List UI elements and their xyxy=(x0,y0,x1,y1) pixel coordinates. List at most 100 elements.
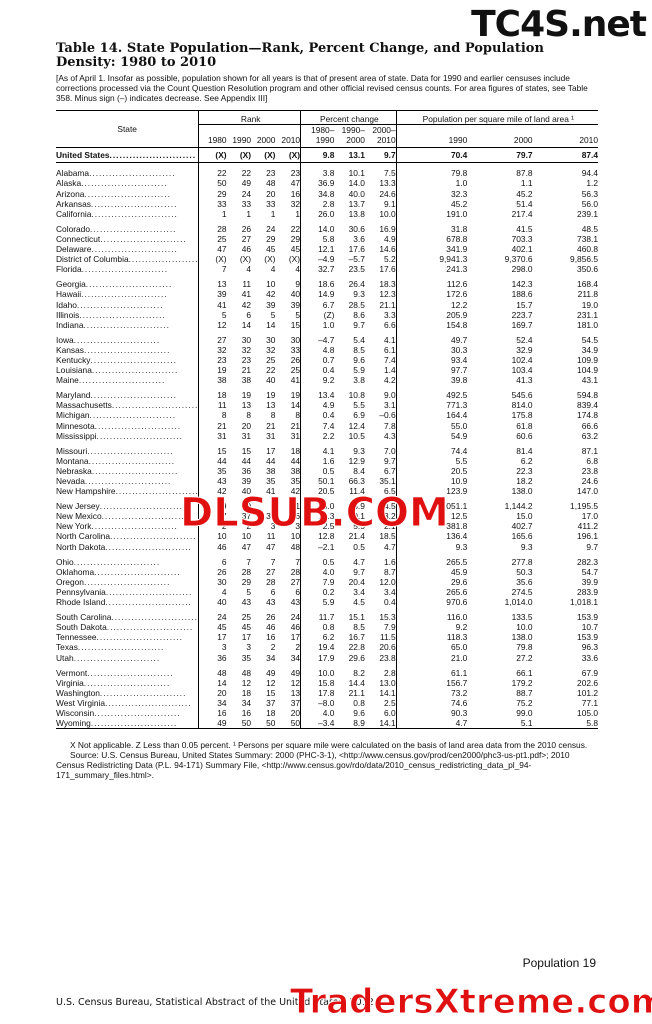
state-label: Colorado .......................... xyxy=(56,224,198,234)
value-cell: 99.0 xyxy=(516,707,533,718)
row: Alabama .......................... 22 22 23… xyxy=(56,168,598,179)
spacer xyxy=(56,662,598,668)
value-cell: (X) xyxy=(251,147,276,164)
value-cell: 0.8 xyxy=(300,622,335,633)
value-cell: 142.3 xyxy=(511,279,533,290)
value-cell: 39.9 xyxy=(581,576,598,587)
value-cell: 381.8 xyxy=(395,521,468,532)
state-label: Louisiana .......................... xyxy=(56,365,198,375)
state-name: Alabama xyxy=(56,168,90,179)
value-cell: 4.9 xyxy=(383,233,396,244)
value-cell: 49 xyxy=(266,667,276,678)
value-cell: 31 xyxy=(266,430,276,441)
value-cell: 341.9 xyxy=(395,244,468,255)
value-cell: 15.7 xyxy=(516,299,533,310)
state-name: Nevada xyxy=(56,476,85,486)
value-cell: 7.9 xyxy=(383,622,396,633)
value-cell: 14 xyxy=(266,319,276,330)
value-cell: 11.7 xyxy=(300,612,335,623)
value-cell: 6.0 xyxy=(383,707,396,718)
state-cell: Utah .......................... xyxy=(56,653,199,663)
state-name: Connecticut xyxy=(56,233,101,244)
value-cell: 9,941.3 xyxy=(395,254,468,265)
state-cell: Washington .......................... xyxy=(56,688,199,698)
value-cell: 34 xyxy=(198,697,227,708)
leader-dots: .......................... xyxy=(77,642,165,653)
row: Colorado .......................... 28 26 2… xyxy=(56,223,598,234)
state-name: Utah xyxy=(56,652,74,663)
row: Pennsylvania .......................... 4… xyxy=(56,586,598,598)
value-cell: 70.4 xyxy=(395,147,468,164)
value-cell: 2.2 xyxy=(300,430,335,441)
state-name: Kentucky xyxy=(56,354,91,365)
value-cell: 5.8 xyxy=(300,233,335,245)
state-name: Texas xyxy=(56,642,78,653)
value-cell: 36.9 xyxy=(300,178,335,189)
state-label: New Mexico .......................... xyxy=(56,511,198,521)
value-cell: 35 xyxy=(198,465,227,476)
spacer xyxy=(56,440,598,446)
value-cell: 13.3 xyxy=(379,178,396,189)
value-cell: 9.7 xyxy=(353,566,365,577)
spacer-cell xyxy=(198,496,227,502)
spacer-cell xyxy=(395,385,468,391)
value-cell: 35.6 xyxy=(516,576,533,587)
value-cell: 7.9 xyxy=(300,576,335,587)
value-cell: –2.1 xyxy=(300,541,335,552)
value-cell: 6.2 xyxy=(520,455,533,466)
spacer-cell xyxy=(198,218,227,224)
value-cell: 223.7 xyxy=(511,309,533,320)
value-cell: 3.4 xyxy=(383,586,396,597)
value-cell: 10 xyxy=(241,531,252,542)
value-cell: 9.0 xyxy=(383,390,396,401)
leader-dots: .......................... xyxy=(89,168,176,179)
state-cell: Nebraska .......................... xyxy=(56,466,199,476)
state-label: Vermont .......................... xyxy=(56,668,198,678)
spacer-cell xyxy=(300,551,335,557)
value-cell: 35 xyxy=(290,476,301,486)
value-cell: 0.4 xyxy=(383,597,396,608)
state-cell: Kansas .......................... xyxy=(56,345,199,355)
state-name: Wyoming xyxy=(56,718,91,729)
state-name: New York xyxy=(56,521,92,532)
value-cell: 282.3 xyxy=(577,556,598,567)
leader-dots: .......................... xyxy=(81,289,168,300)
state-name: Arkansas xyxy=(56,198,91,209)
value-cell: 43.1 xyxy=(581,375,598,386)
value-cell: 19.0 xyxy=(581,299,598,310)
row: Alaska .......................... 50 49 48 4… xyxy=(56,178,598,189)
value-cell: 48 xyxy=(290,541,301,552)
state-cell: District of Columbia ...................… xyxy=(56,254,199,264)
state-cell: Michigan .......................... xyxy=(56,410,199,420)
value-cell: 15.8 xyxy=(300,677,335,688)
state-cell: New York .......................... xyxy=(56,521,199,531)
value-cell: 49 xyxy=(290,667,301,678)
row: Louisiana .......................... 19 21… xyxy=(56,365,598,376)
state-name: Nebraska xyxy=(56,465,92,476)
value-cell: 90.3 xyxy=(395,707,468,719)
value-cell: 9.6 xyxy=(353,354,365,365)
row: Utah .......................... 36 35 34 34 1… xyxy=(56,652,598,663)
state-label: Kentucky .......................... xyxy=(56,355,198,365)
column-header: 1990 xyxy=(395,124,468,149)
leader-dots: .......................... xyxy=(81,264,169,275)
header: State xyxy=(56,109,199,149)
value-cell: 298.0 xyxy=(511,264,533,275)
value-cell: 43 xyxy=(290,597,301,608)
value-cell: 20 xyxy=(290,707,301,718)
state-label: Arizona .......................... xyxy=(56,189,198,199)
state-label: Ohio .......................... xyxy=(56,557,198,567)
value-cell: 12 xyxy=(266,677,276,688)
state-cell: Idaho .......................... xyxy=(56,300,199,310)
spacer-cell xyxy=(395,274,468,280)
state-label: Iowa .......................... xyxy=(56,335,198,345)
value-cell: 49 xyxy=(241,178,252,189)
spacer-cell xyxy=(300,440,335,446)
value-cell: 678.8 xyxy=(395,233,468,245)
value-cell: 20.5 xyxy=(300,486,335,497)
value-cell: 9 xyxy=(270,501,276,512)
value-cell: 5.9 xyxy=(300,597,335,608)
row: Maryland .......................... 18 19 1… xyxy=(56,390,598,401)
value-cell: 16 xyxy=(198,707,227,719)
state-label: New Jersey .......................... xyxy=(56,501,198,511)
